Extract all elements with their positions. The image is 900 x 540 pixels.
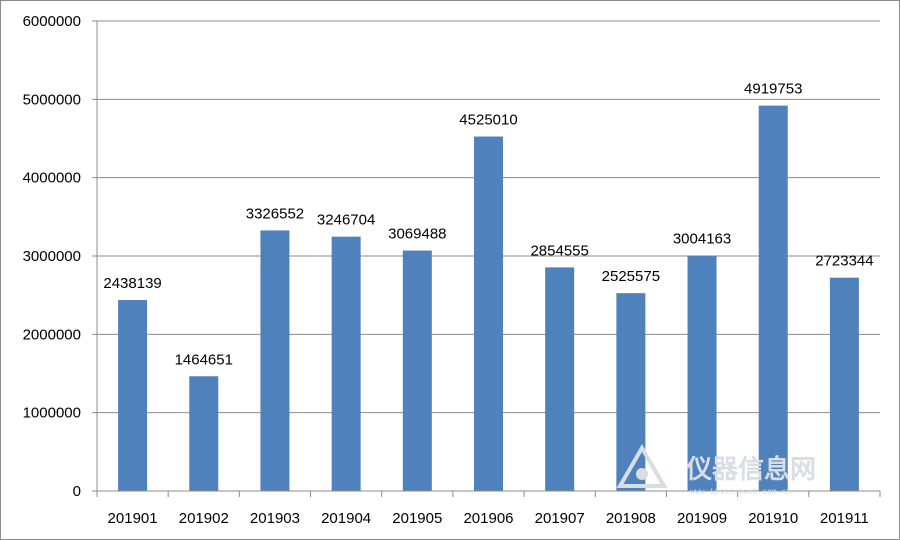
data-labels: 2438139 1464651 3326552 3246704 3069488 45250… [103,81,873,369]
x-tick-label: 201910 [748,510,798,527]
data-label: 3326552 [246,205,304,222]
bar [545,267,575,491]
x-tick-label: 201907 [535,510,585,527]
x-tick-label: 201911 [820,510,869,527]
bar [687,255,717,491]
x-tick-label: 201901 [108,510,158,527]
x-tick-label: 201909 [677,510,727,527]
y-tick-label: 5000000 [23,91,81,108]
data-label: 2525575 [602,268,660,285]
x-tick-label: 201906 [463,510,513,527]
watermark-text: 仪器信息网 [685,454,816,485]
bar [118,300,148,491]
bar [331,236,361,491]
data-label: 2854555 [530,242,588,259]
y-tick-label: 6000000 [23,13,81,30]
y-tick-label: 3000000 [23,248,81,265]
bar [616,293,646,491]
bar [189,376,219,491]
data-label: 2438139 [103,275,161,292]
y-tick-label: 4000000 [23,170,81,187]
y-axis-ticks: 0 1000000 2000000 3000000 4000000 5000000 6000… [23,13,97,500]
data-label: 3069488 [388,226,446,243]
x-tick-label: 201905 [392,510,442,527]
bar [758,105,788,491]
x-tick-label: 201904 [321,510,371,527]
data-label: 3246704 [317,212,375,229]
bar [402,250,432,491]
watermark: 仪器信息网 www.instrument.com.cn [616,444,816,496]
data-label: 4919753 [744,81,802,98]
data-label: 3004163 [673,231,731,248]
bar [260,230,290,491]
bars [118,105,859,491]
watermark-url: www.instrument.com.cn [690,487,791,496]
x-tick-label: 201908 [606,510,656,527]
x-tick-label: 201902 [179,510,229,527]
data-label: 4525010 [459,112,517,129]
bar [829,277,859,491]
y-tick-label: 0 [73,483,81,500]
x-axis [96,21,881,497]
data-label: 1464651 [175,351,233,368]
x-axis-ticks: 201901 201902 201903 201904 201905 201906 2019… [108,510,869,527]
data-label: 2723344 [815,253,873,270]
x-tick-label: 201903 [250,510,300,527]
y-tick-label: 2000000 [23,326,81,343]
bar [474,136,503,491]
y-tick-label: 1000000 [23,405,81,422]
watermark-logo-icon [616,444,668,488]
